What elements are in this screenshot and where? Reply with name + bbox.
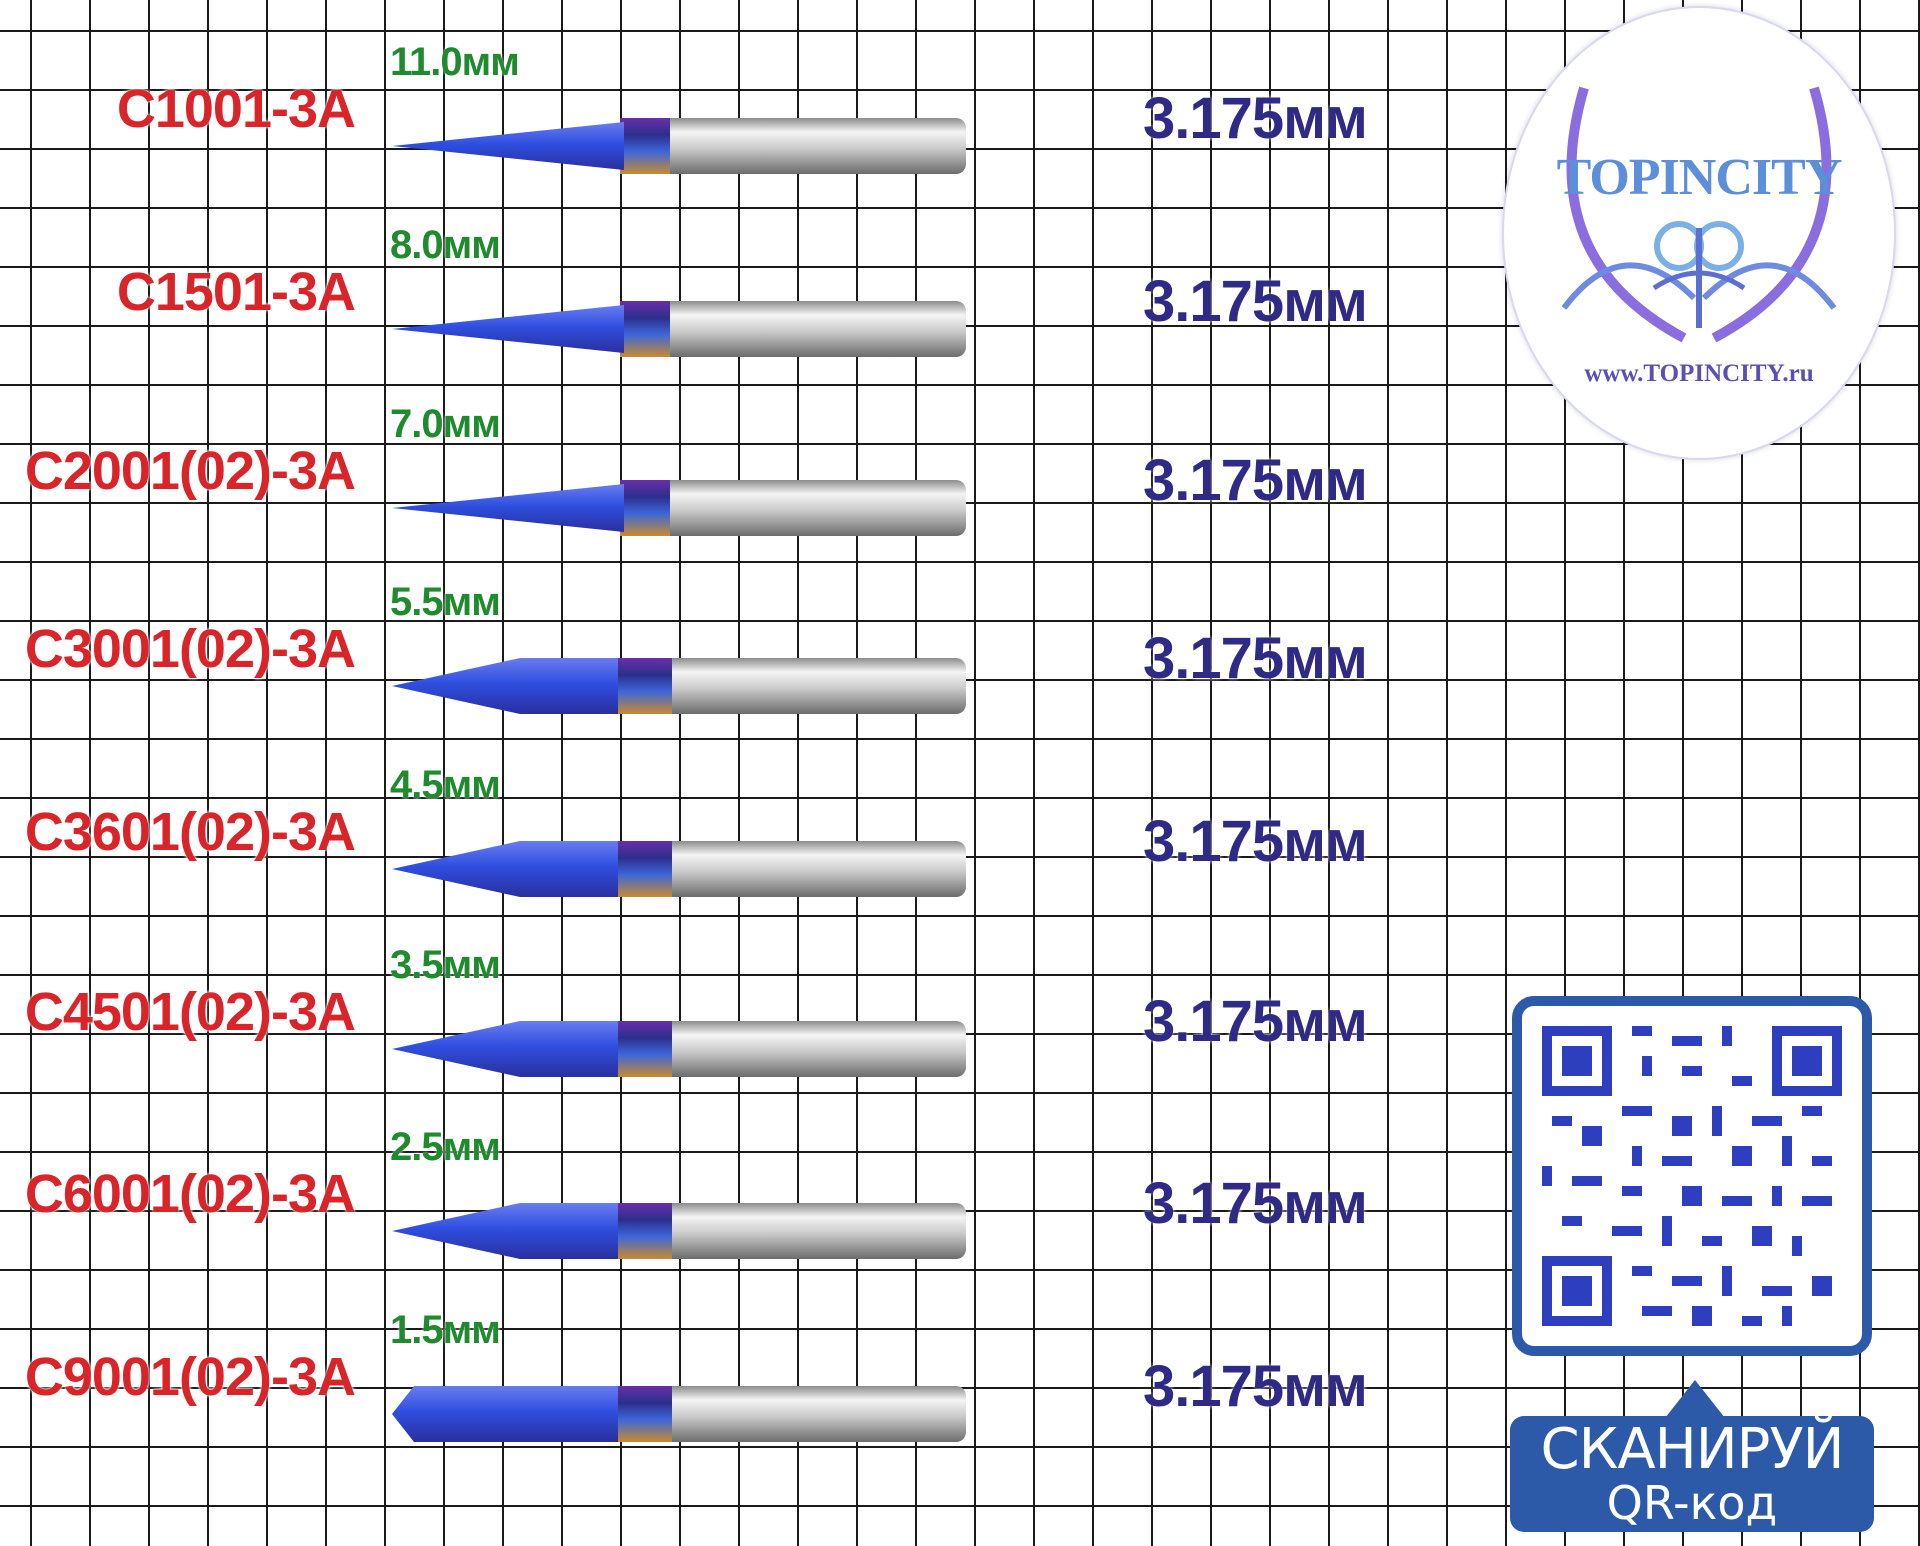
tool-code: C1501-3A [116,262,356,322]
tool-code: C2001(02)-3A [24,441,356,501]
engraving-bit-image [392,1003,1134,1095]
tool-code: C9001(02)-3A [24,1347,356,1407]
cutting-length: 2.5мм [390,1125,501,1169]
shank-diameter: 3.175мм [1143,809,1368,874]
tool-row: 8.0мм C1501-3A 3.175мм [0,183,1440,363]
tool-row: 3.5мм C4501(02)-3A 3.175мм [0,903,1440,1083]
qr-caption-line2: QR-код [1606,1476,1778,1530]
tool-code: C3601(02)-3A [24,802,356,862]
topincity-emblem-icon [1561,86,1837,343]
qr-code [1512,996,1872,1356]
qr-pointer [1665,1380,1725,1418]
engraving-bit-image [392,1185,1134,1277]
tool-code: C1001-3A [116,79,356,139]
logo-title: TOPINCITY [1556,149,1843,206]
cutting-length: 11.0мм [390,40,520,84]
cutting-length: 5.5мм [390,580,501,624]
shank-diameter: 3.175мм [1143,269,1368,334]
engraving-bit-image [392,1368,1134,1460]
shank-diameter: 3.175мм [1143,86,1368,151]
shank-diameter: 3.175мм [1143,626,1368,691]
tool-row: 11.0мм C1001-3A 3.175мм [0,0,1440,180]
qr-code-icon [1542,1026,1842,1326]
engraving-bit-image [392,823,1134,915]
cutting-length: 7.0мм [390,402,501,446]
cutting-length: 8.0мм [390,223,501,267]
qr-caption: СКАНИРУЙ QR-код [1510,1416,1874,1532]
shank-diameter: 3.175мм [1143,1171,1368,1236]
tool-row: 2.5мм C6001(02)-3A 3.175мм [0,1085,1440,1265]
qr-caption-line1: СКАНИРУЙ [1540,1417,1845,1482]
tool-code: C6001(02)-3A [24,1164,356,1224]
engraving-bit-image [392,640,1134,732]
cutting-length: 1.5мм [390,1308,501,1352]
cutting-length: 4.5мм [390,763,501,807]
engraving-bit-image [392,100,1134,192]
brand-logo: TOPINCITY www.TOPINCITY.ru [1502,6,1896,460]
cutting-length: 3.5мм [390,943,501,987]
tool-code: C4501(02)-3A [24,982,356,1042]
shank-diameter: 3.175мм [1143,448,1368,513]
logo-url: www.TOPINCITY.ru [1584,360,1814,387]
tool-code: C3001(02)-3A [24,619,356,679]
shank-diameter: 3.175мм [1143,1354,1368,1419]
tool-row: 1.5мм C9001(02)-3A 3.175мм [0,1268,1440,1448]
shank-diameter: 3.175мм [1143,989,1368,1054]
tool-row: 7.0мм C2001(02)-3A 3.175мм [0,362,1440,542]
tool-row: 5.5мм C3001(02)-3A 3.175мм [0,540,1440,720]
tool-row: 4.5мм C3601(02)-3A 3.175мм [0,723,1440,903]
